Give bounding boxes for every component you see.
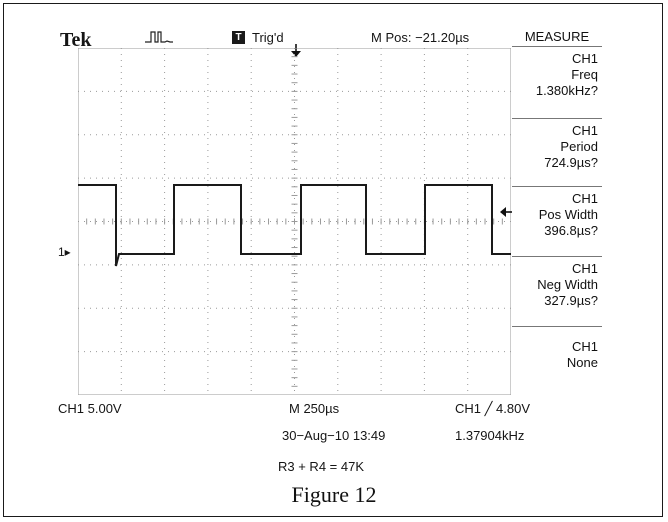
trigger-level-arrow-icon bbox=[500, 207, 512, 217]
trigger-setting-readout: CH1 ╱ 4.80V bbox=[455, 401, 531, 416]
measure-source: CH1 bbox=[571, 51, 598, 66]
measure-item-pos-width[interactable]: CH1 Pos Width 396.8µs? bbox=[512, 186, 602, 256]
ch1-waveform-trace bbox=[78, 184, 511, 267]
measure-item-neg-width[interactable]: CH1 Neg Width 327.9µs? bbox=[512, 256, 602, 326]
measure-menu-title: MEASURE bbox=[524, 29, 590, 44]
date-time-readout: 30−Aug−10 13:49 bbox=[282, 428, 386, 443]
measure-item-none[interactable]: CH1 None bbox=[512, 326, 602, 392]
waveform-display bbox=[78, 48, 511, 395]
main-position-readout: M Pos: −21.20µs bbox=[371, 30, 470, 45]
measure-item-period[interactable]: CH1 Period 724.9µs? bbox=[512, 118, 602, 186]
measure-source: CH1 bbox=[571, 261, 598, 276]
measure-type: Pos Width bbox=[538, 207, 598, 222]
graticule-grid bbox=[78, 48, 511, 395]
figure-frame bbox=[3, 3, 663, 517]
measure-type: Freq bbox=[571, 67, 598, 82]
measure-source: CH1 bbox=[571, 191, 598, 206]
figure-caption: Figure 12 bbox=[291, 482, 377, 507]
ch1-vertical-scale: CH1 5.00V bbox=[58, 401, 122, 416]
measure-source: CH1 bbox=[571, 123, 598, 138]
measure-source: CH1 bbox=[571, 339, 598, 354]
acquire-waveform-icon bbox=[145, 31, 173, 43]
resistor-note: R3 + R4 = 47K bbox=[278, 459, 364, 474]
trigger-badge-icon: T bbox=[232, 31, 245, 44]
measure-value: 1.380kHz? bbox=[535, 83, 598, 98]
brand-logo: Tek bbox=[60, 29, 92, 51]
measure-type: None bbox=[566, 355, 598, 370]
measure-type: Neg Width bbox=[537, 277, 598, 292]
measure-value: 396.8µs? bbox=[544, 223, 598, 238]
timebase-readout: M 250µs bbox=[289, 401, 340, 416]
measure-value: 327.9µs? bbox=[544, 293, 598, 308]
trigger-frequency-readout: 1.37904kHz bbox=[455, 428, 525, 443]
trigger-status: Trig'd bbox=[252, 30, 284, 45]
ch1-ground-marker: 1▸ bbox=[58, 245, 71, 259]
measure-item-freq[interactable]: CH1 Freq 1.380kHz? bbox=[512, 46, 602, 118]
measure-value: 724.9µs? bbox=[544, 155, 598, 170]
measure-type: Period bbox=[560, 139, 598, 154]
